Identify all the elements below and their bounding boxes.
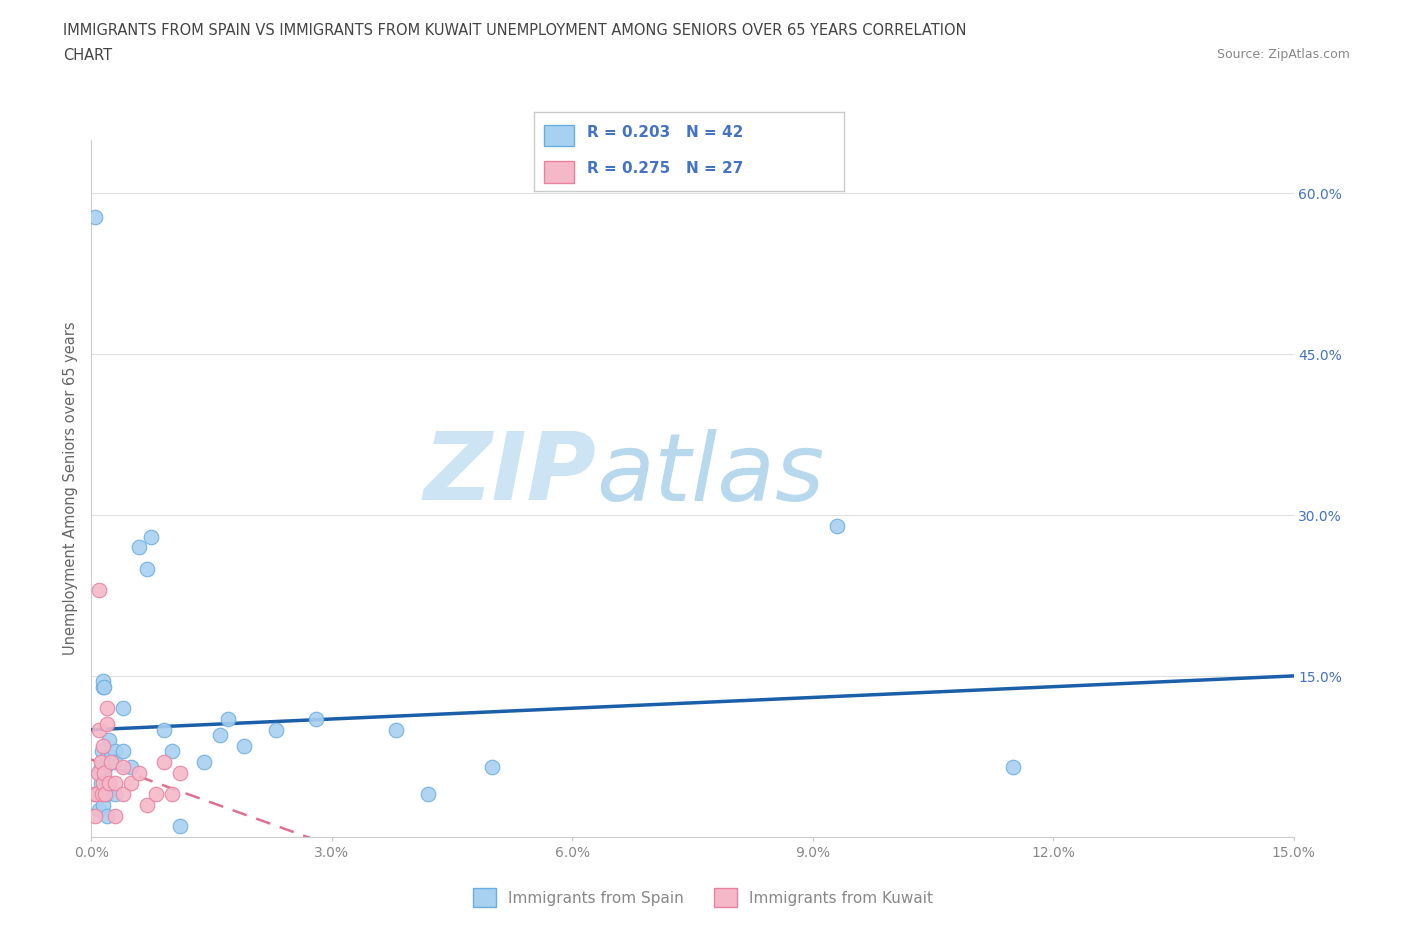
Bar bbox=[544, 162, 575, 182]
Point bbox=[100, 749, 122, 764]
Point bbox=[121, 760, 143, 775]
Text: CHART: CHART bbox=[63, 48, 112, 63]
Point bbox=[96, 749, 118, 764]
Point bbox=[112, 760, 135, 775]
Point bbox=[94, 787, 117, 802]
Point bbox=[104, 787, 127, 802]
Bar bbox=[544, 125, 575, 146]
Point bbox=[193, 754, 215, 769]
Point bbox=[96, 787, 118, 802]
Point bbox=[825, 518, 848, 533]
Point bbox=[416, 787, 439, 802]
Point bbox=[90, 787, 112, 802]
Point bbox=[152, 723, 174, 737]
Point bbox=[128, 539, 150, 554]
Point bbox=[94, 760, 117, 775]
Point bbox=[112, 744, 135, 759]
Point bbox=[96, 701, 118, 716]
Point bbox=[264, 723, 287, 737]
Point bbox=[208, 727, 231, 742]
Point bbox=[169, 765, 191, 780]
Point bbox=[152, 754, 174, 769]
Point bbox=[89, 787, 111, 802]
Point bbox=[90, 760, 112, 775]
Point bbox=[169, 818, 191, 833]
Text: IMMIGRANTS FROM SPAIN VS IMMIGRANTS FROM KUWAIT UNEMPLOYMENT AMONG SENIORS OVER : IMMIGRANTS FROM SPAIN VS IMMIGRANTS FROM… bbox=[63, 23, 967, 38]
Point bbox=[160, 787, 183, 802]
Point bbox=[98, 733, 121, 748]
Point bbox=[93, 679, 115, 694]
Point bbox=[136, 562, 159, 577]
Y-axis label: Unemployment Among Seniors over 65 years: Unemployment Among Seniors over 65 years bbox=[63, 322, 79, 655]
Text: R = 0.203   N = 42: R = 0.203 N = 42 bbox=[586, 126, 744, 140]
Point bbox=[96, 717, 118, 732]
Point bbox=[89, 723, 111, 737]
Point bbox=[104, 754, 127, 769]
Point bbox=[91, 738, 114, 753]
Point bbox=[104, 808, 127, 823]
Point bbox=[84, 808, 107, 823]
Point bbox=[94, 776, 117, 790]
Point bbox=[385, 723, 408, 737]
Point bbox=[84, 787, 107, 802]
Point bbox=[136, 797, 159, 812]
Point bbox=[481, 760, 503, 775]
Point bbox=[145, 787, 167, 802]
Point bbox=[93, 776, 115, 790]
Point bbox=[89, 765, 111, 780]
Point bbox=[121, 776, 143, 790]
Point bbox=[93, 674, 115, 689]
Point bbox=[96, 808, 118, 823]
Text: atlas: atlas bbox=[596, 429, 824, 520]
Text: R = 0.275   N = 27: R = 0.275 N = 27 bbox=[586, 161, 744, 176]
Point bbox=[98, 776, 121, 790]
Point bbox=[90, 776, 112, 790]
Point bbox=[86, 787, 108, 802]
Point bbox=[87, 765, 110, 780]
Point bbox=[89, 803, 111, 817]
Point bbox=[160, 744, 183, 759]
Point bbox=[232, 738, 254, 753]
Point bbox=[128, 765, 150, 780]
Point bbox=[112, 787, 135, 802]
Point bbox=[91, 797, 114, 812]
Point bbox=[84, 209, 107, 224]
Point bbox=[90, 744, 112, 759]
Point bbox=[93, 679, 115, 694]
Point bbox=[90, 754, 112, 769]
Point bbox=[104, 776, 127, 790]
Point bbox=[93, 765, 115, 780]
Point bbox=[104, 744, 127, 759]
Point bbox=[141, 529, 163, 544]
Point bbox=[89, 583, 111, 598]
Legend: Immigrants from Spain, Immigrants from Kuwait: Immigrants from Spain, Immigrants from K… bbox=[467, 883, 939, 913]
Point bbox=[83, 787, 105, 802]
Point bbox=[217, 711, 239, 726]
Point bbox=[112, 701, 135, 716]
Point bbox=[305, 711, 328, 726]
Point bbox=[1001, 760, 1024, 775]
Point bbox=[100, 754, 122, 769]
Text: Source: ZipAtlas.com: Source: ZipAtlas.com bbox=[1216, 48, 1350, 61]
Text: ZIP: ZIP bbox=[423, 429, 596, 520]
